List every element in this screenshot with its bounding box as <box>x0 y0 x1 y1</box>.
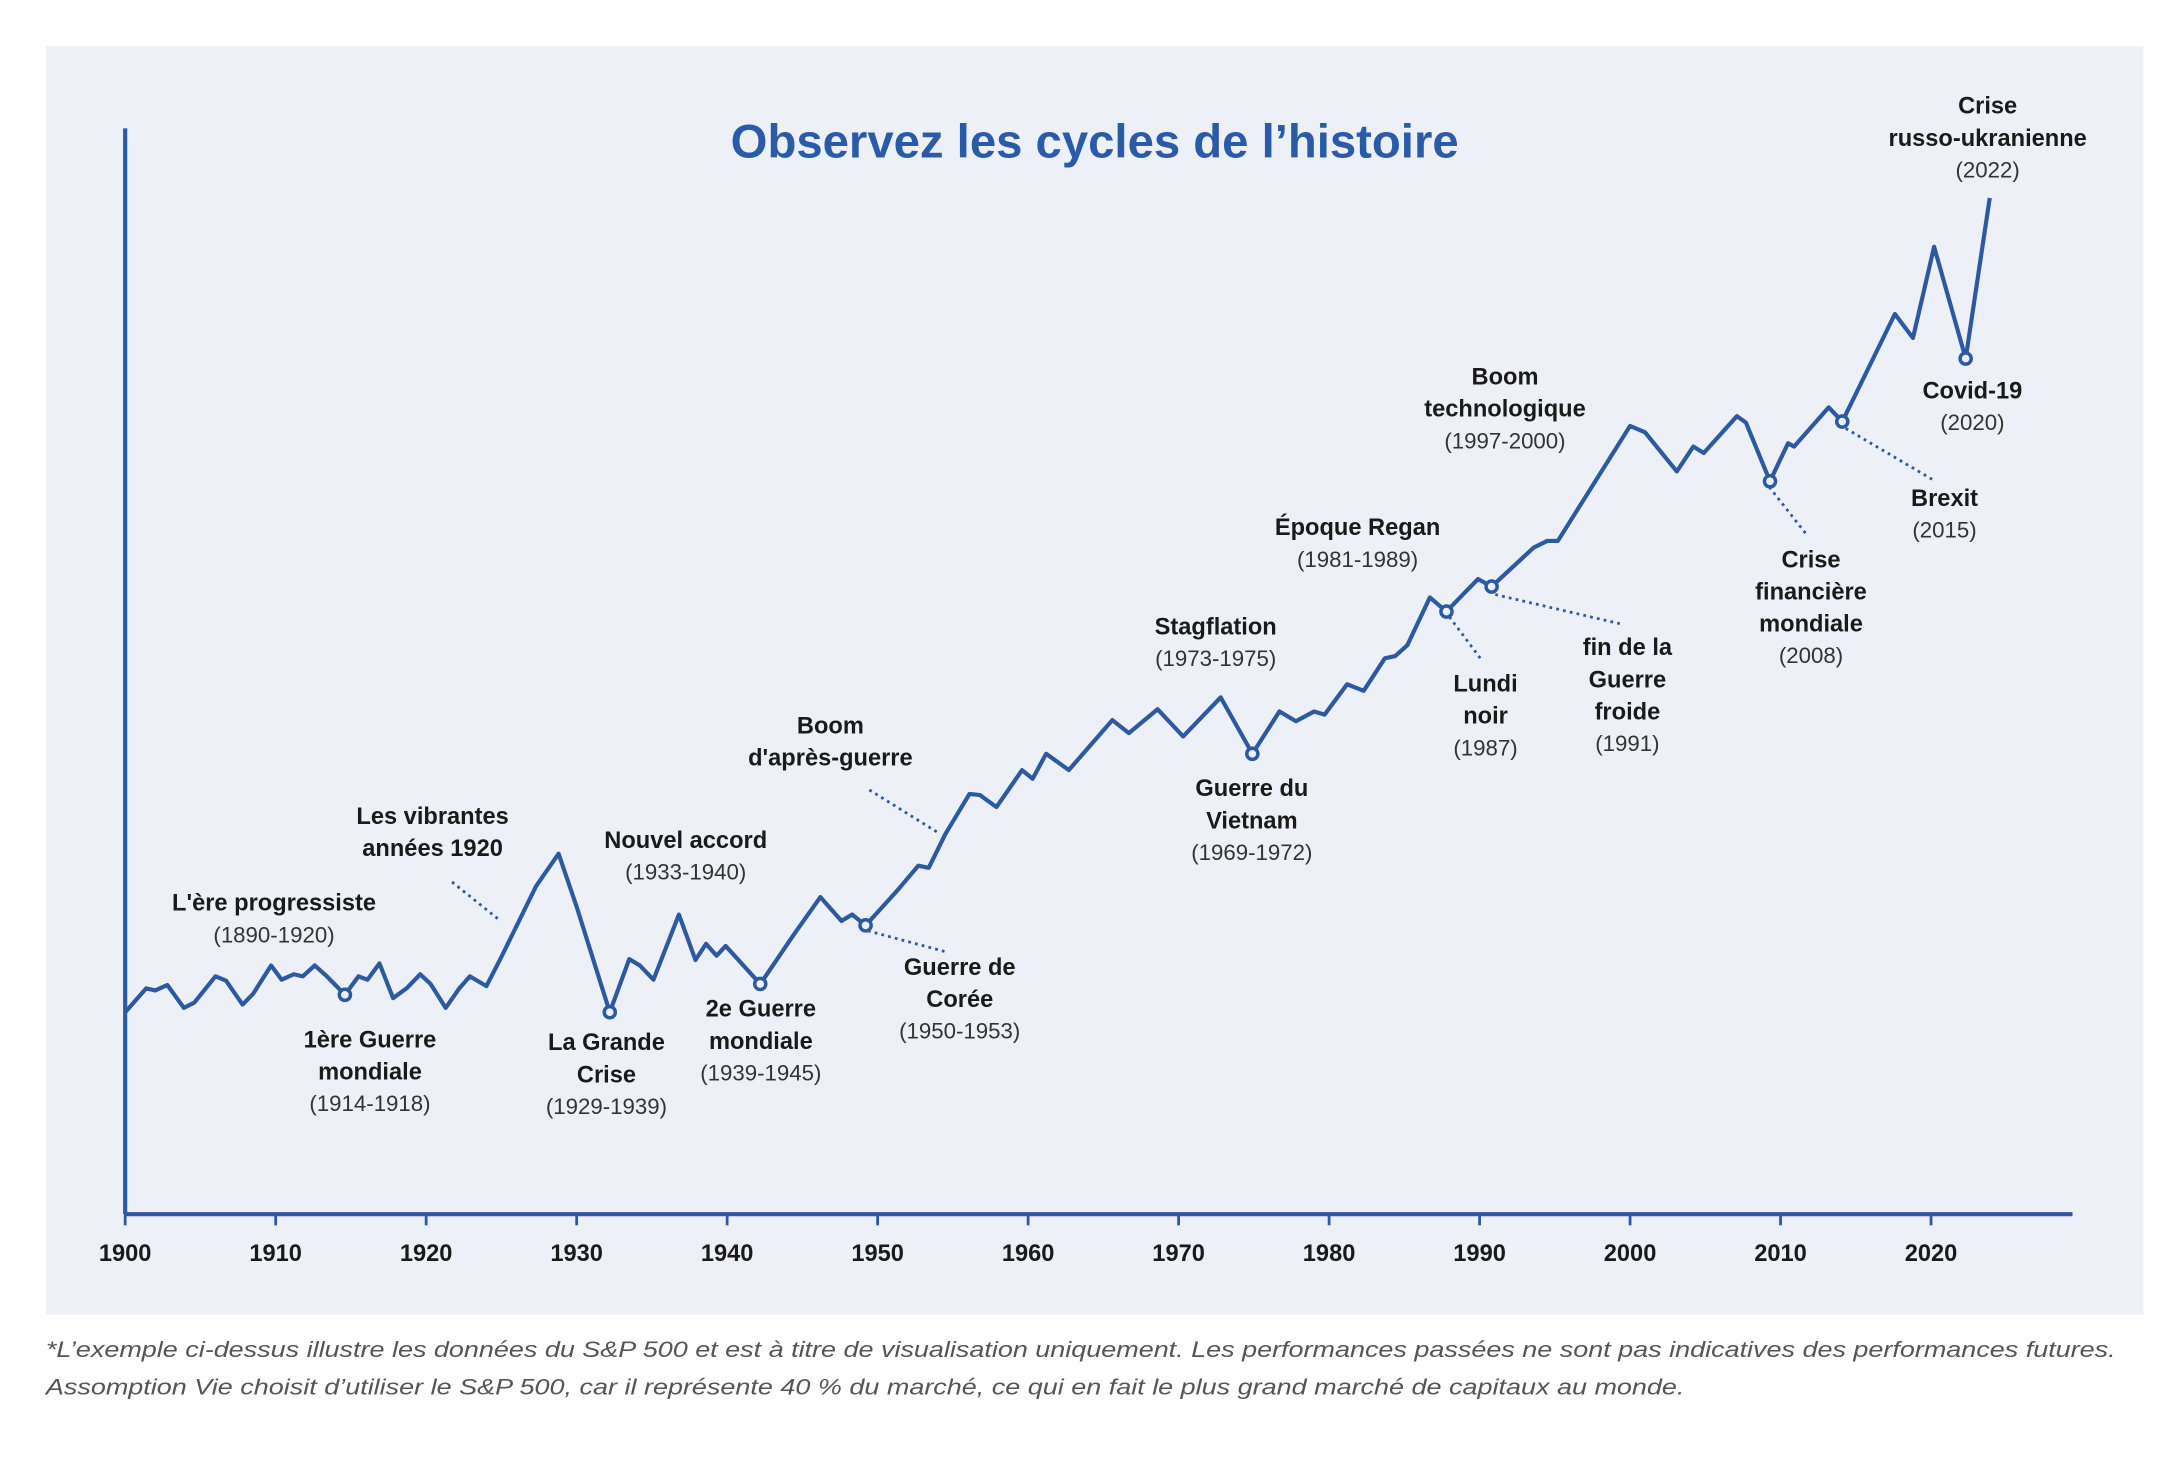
annotation-title: 2e Guerre <box>706 997 816 1023</box>
annotation-date: (1981-1989) <box>1297 547 1418 572</box>
annotation-title: Lundi <box>1453 671 1517 697</box>
event-marker <box>337 987 353 1003</box>
annotation-date: (1950-1953) <box>899 1019 1020 1044</box>
annotation-title: technologique <box>1424 397 1585 423</box>
leader-line <box>1494 593 1621 626</box>
annotation-title: Stagflation <box>1155 614 1277 640</box>
annotation-title: Boom <box>1472 364 1539 390</box>
event-marker <box>1484 579 1499 594</box>
annotation-title: Brexit <box>1911 486 1978 512</box>
annotation-title: Époque Regan <box>1275 513 1440 541</box>
event-marker <box>1762 473 1778 489</box>
event-marker <box>602 1004 618 1020</box>
annotation-date: (2020) <box>1940 410 2004 435</box>
annotation-date: (2008) <box>1779 643 1843 668</box>
event-marker <box>1439 604 1454 619</box>
annotation-date: (1933-1940) <box>625 860 746 885</box>
annotation-title: 1ère Guerre <box>304 1027 437 1053</box>
annotation-title: Les vibrantes <box>356 804 508 830</box>
annotation-date: (1929-1939) <box>546 1094 667 1119</box>
x-tick-label: 1910 <box>249 1241 302 1267</box>
annotation-title: Vietnam <box>1206 808 1298 834</box>
annotation-title: mondiale <box>318 1059 422 1085</box>
x-tick-label: 2010 <box>1754 1241 1807 1267</box>
event-marker <box>1958 351 1973 366</box>
annotation-title: L'ère progressiste <box>172 891 376 917</box>
x-tick-label: 1900 <box>99 1241 152 1267</box>
annotation-title: Crise <box>1781 547 1840 573</box>
chart-title: Observez les cycles de l’histoire <box>731 116 1459 169</box>
x-tick-label: 1920 <box>400 1241 453 1267</box>
annotation-date: (1997-2000) <box>1444 428 1565 453</box>
annotation-date: (1969-1972) <box>1191 840 1312 865</box>
x-tick-label: 1990 <box>1453 1241 1506 1267</box>
annotation-title: Guerre <box>1589 667 1667 693</box>
annotation-title: financière <box>1755 579 1867 605</box>
annotation-date: (1991) <box>1595 731 1659 756</box>
x-tick-label: 2020 <box>1905 1241 1958 1267</box>
leader-line <box>1448 616 1484 663</box>
leader-line <box>1768 486 1807 534</box>
event-marker <box>1245 746 1260 762</box>
annotation-title: noir <box>1463 704 1508 730</box>
event-marker <box>1834 414 1850 429</box>
annotation-date: (2015) <box>1912 518 1976 543</box>
annotation-title: fin de la <box>1583 635 1673 661</box>
annotation-title: années 1920 <box>362 836 503 862</box>
x-tick-label: 1960 <box>1002 1241 1055 1267</box>
annotation-date: (1973-1975) <box>1155 646 1276 671</box>
annotation-title: mondiale <box>709 1029 813 1055</box>
footnote: Assomption Vie choisit d’utiliser le S&P… <box>43 1374 1684 1399</box>
x-tick-label: 1950 <box>851 1241 904 1267</box>
x-tick-label: 2000 <box>1604 1241 1657 1267</box>
annotation-title: Covid-19 <box>1922 378 2022 404</box>
annotation-date: (2022) <box>1956 158 2020 183</box>
x-tick-label: 1940 <box>701 1241 754 1267</box>
annotation-title: Corée <box>926 987 993 1013</box>
annotation-title: mondiale <box>1759 611 1863 637</box>
x-tick-label: 1930 <box>550 1241 603 1267</box>
annotation-title: d'après-guerre <box>748 745 913 771</box>
panel <box>45 46 2144 1315</box>
event-marker <box>858 918 873 933</box>
annotation-title: russo-ukranienne <box>1889 126 2087 152</box>
x-tick-label: 1970 <box>1152 1241 1205 1267</box>
footnote: *L’exemple ci-dessus illustre les donnée… <box>46 1337 2116 1362</box>
annotation-title: La Grande <box>548 1030 665 1056</box>
annotation-date: (1914-1918) <box>309 1091 430 1116</box>
leader-line <box>1845 427 1935 482</box>
annotation-title: Crise <box>577 1062 636 1088</box>
annotation-title: froide <box>1595 699 1661 725</box>
annotation-title: Guerre du <box>1195 776 1308 802</box>
annotation-date: (1939-1945) <box>700 1060 821 1085</box>
annotation-title: Crise <box>1958 94 2017 120</box>
annotation-title: Guerre de <box>904 955 1016 981</box>
annotation-title: Boom <box>797 713 864 739</box>
annotation-date: (1890-1920) <box>213 922 334 947</box>
x-tick-label: 1980 <box>1303 1241 1356 1267</box>
event-marker <box>752 976 768 992</box>
annotation-date: (1987) <box>1453 735 1517 760</box>
annotation-title: Nouvel accord <box>604 828 767 854</box>
